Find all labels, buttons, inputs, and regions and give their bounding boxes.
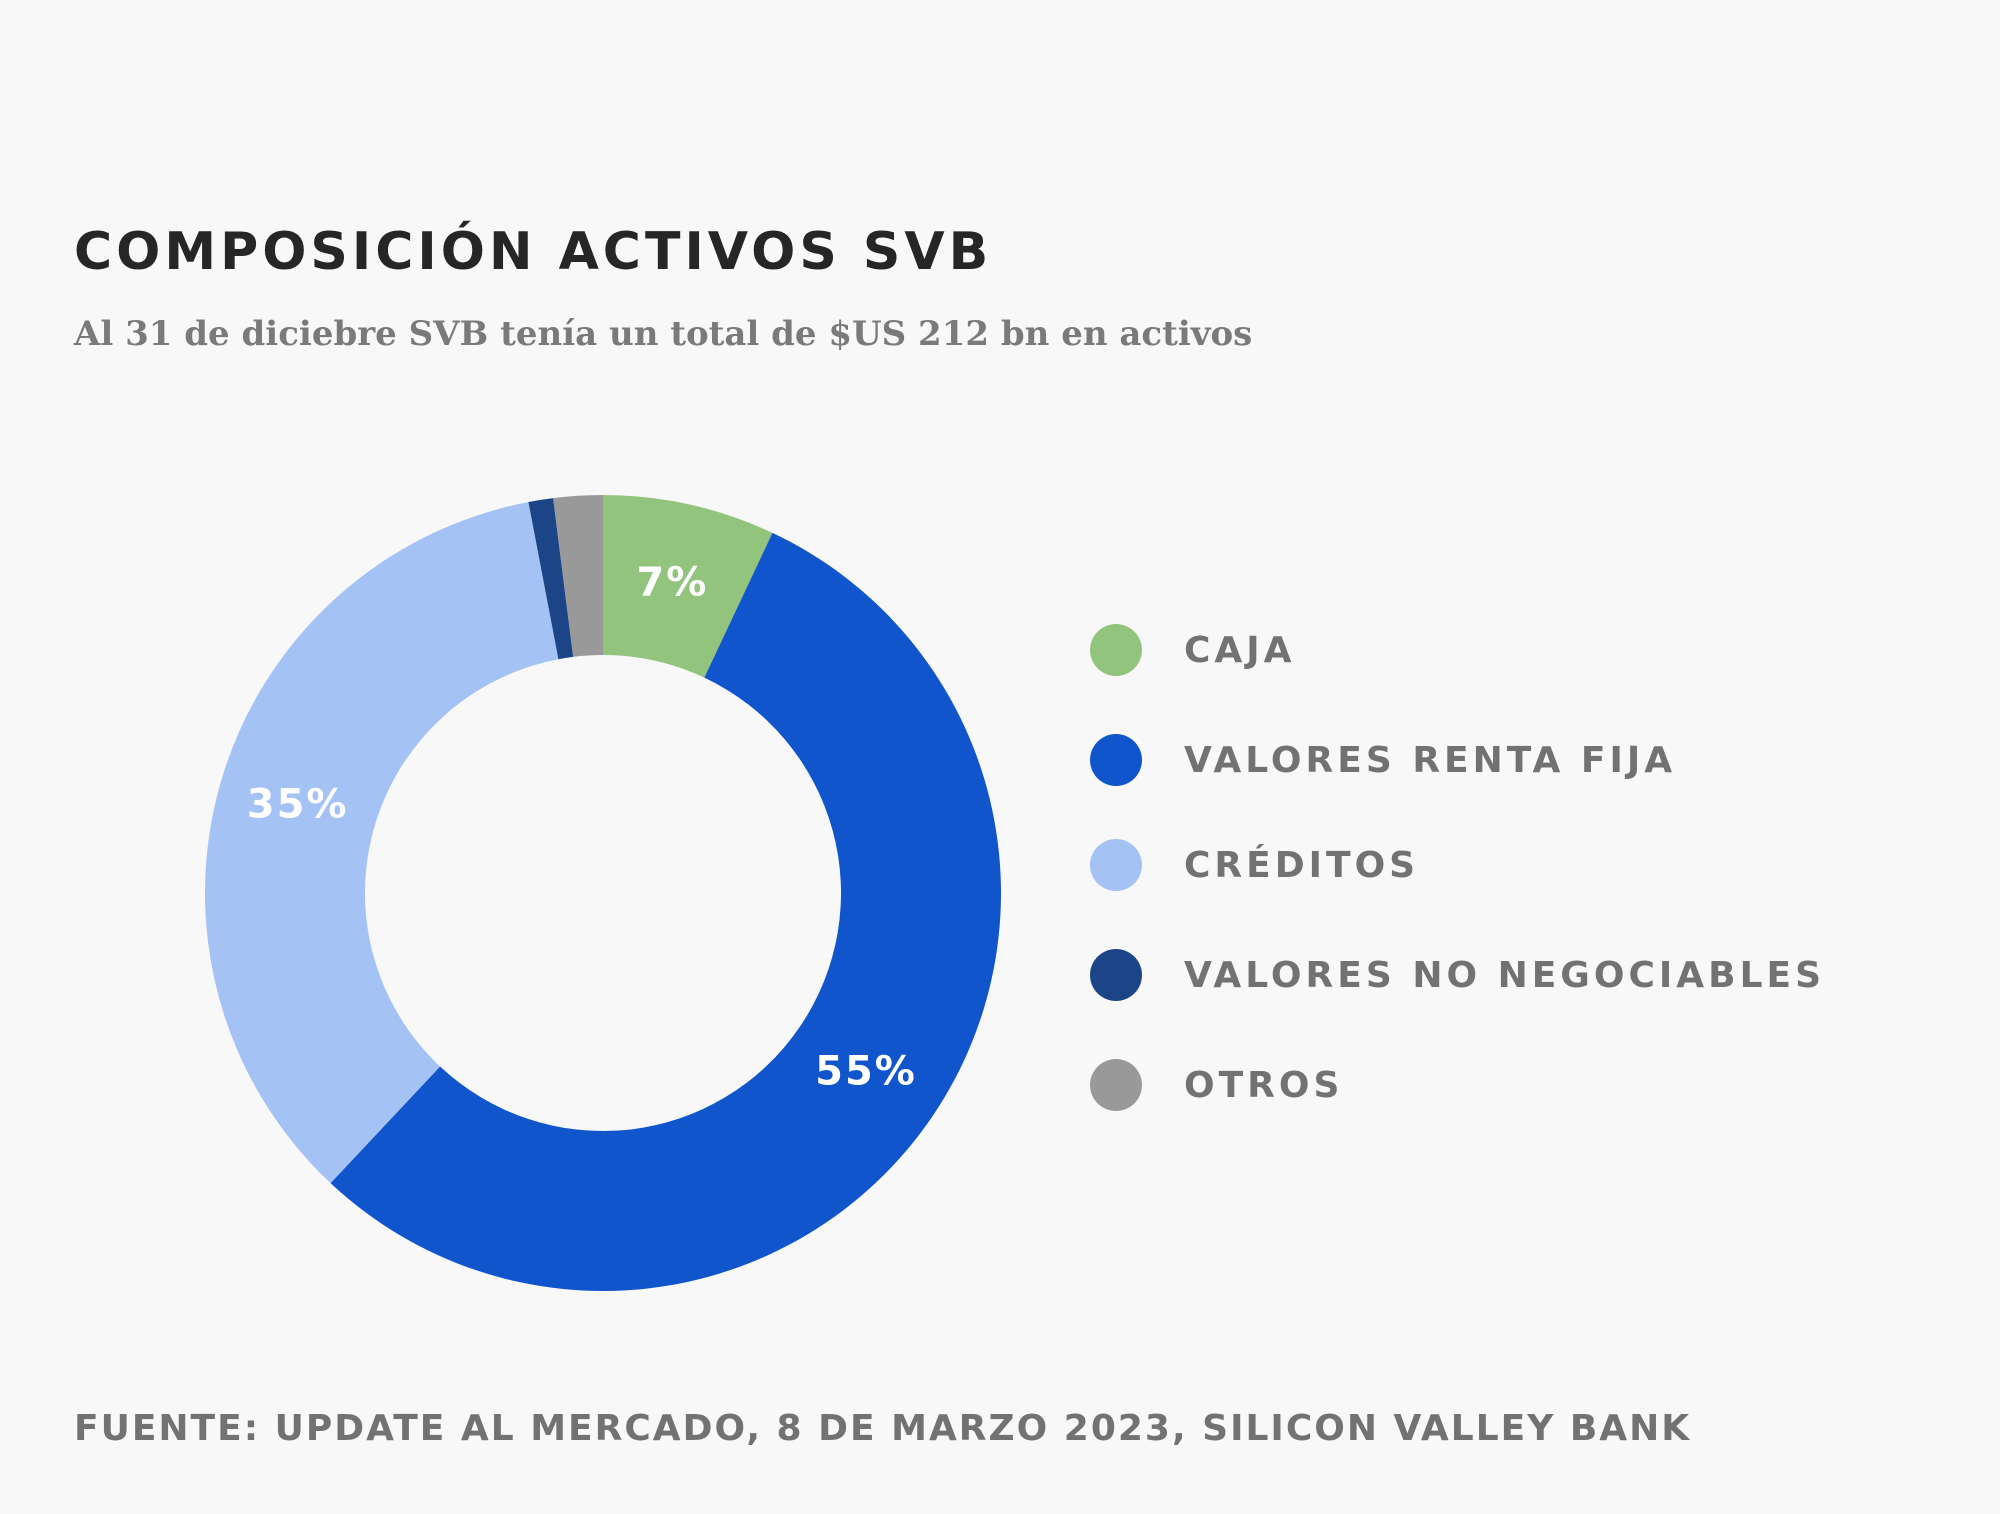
legend-item-valores-renta-fija: VALORES RENTA FIJA: [1090, 730, 1676, 790]
data-label-valores-renta-fija: 55%: [815, 1049, 917, 1095]
chart-subtitle: Al 31 de diciebre SVB tenía un total de …: [74, 314, 1253, 354]
data-label-caja: 7%: [636, 560, 708, 606]
legend-swatch: [1090, 1059, 1142, 1111]
legend-label: CAJA: [1184, 629, 1296, 671]
donut-chart: 7% 55% 35%: [204, 495, 1002, 1291]
donut-slices: [204, 495, 1002, 1291]
legend-swatch: [1090, 949, 1142, 1001]
donut-slice-caja: [603, 495, 773, 678]
legend-label: OTROS: [1184, 1064, 1344, 1106]
donut-slice-creditos: [204, 502, 559, 1184]
legend-label: CRÉDITOS: [1184, 844, 1420, 886]
legend-label: VALORES NO NEGOCIABLES: [1184, 954, 1826, 996]
donut-slice-otros: [553, 495, 603, 657]
donut-slice-valores-renta-fija: [330, 532, 1002, 1291]
donut-slice-labels: 7% 55% 35%: [247, 560, 917, 1095]
legend-item-creditos: CRÉDITOS: [1090, 835, 1419, 895]
donut-slice-valores-no-negociables: [528, 498, 574, 660]
legend-item-otros: OTROS: [1090, 1055, 1343, 1115]
chart-legend: CAJA VALORES RENTA FIJA CRÉDITOS VALORES NO…: [1090, 620, 1890, 1120]
legend-item-valores-no-negociables: VALORES NO NEGOCIABLES: [1090, 945, 1825, 1005]
legend-item-caja: CAJA: [1090, 620, 1296, 680]
chart-title: COMPOSICIÓN ACTIVOS SVB: [74, 222, 993, 282]
legend-swatch: [1090, 734, 1142, 786]
source-note: FUENTE: UPDATE AL MERCADO, 8 DE MARZO 20…: [74, 1408, 1692, 1449]
legend-swatch: [1090, 839, 1142, 891]
data-label-creditos: 35%: [247, 781, 349, 827]
legend-swatch: [1090, 624, 1142, 676]
legend-label: VALORES RENTA FIJA: [1184, 739, 1677, 781]
